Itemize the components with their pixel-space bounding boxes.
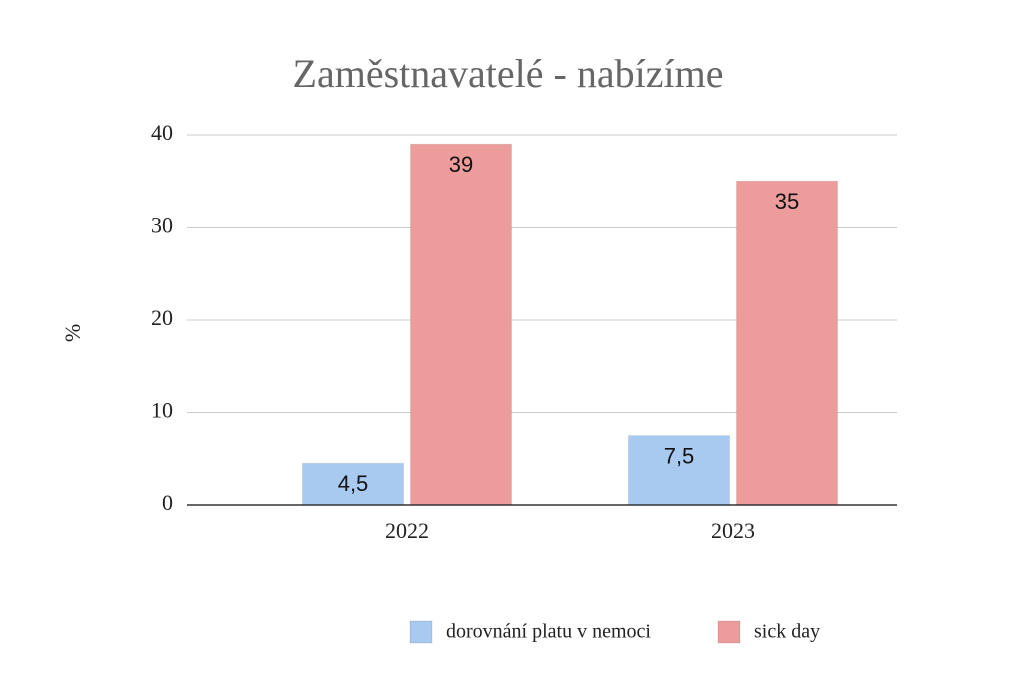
legend-label: sick day xyxy=(754,621,820,643)
data-label: 39 xyxy=(449,152,473,177)
y-tick-label: 0 xyxy=(162,490,173,515)
y-tick-label: 30 xyxy=(151,213,173,238)
x-tick-label: 2022 xyxy=(385,518,429,543)
legend-label: dorovnání platu v nemoci xyxy=(446,621,651,643)
x-tick-label: 2023 xyxy=(711,518,755,543)
legend-swatch xyxy=(717,620,741,644)
data-label: 4,5 xyxy=(338,471,369,496)
chart-title: Zaměstnavatelé - nabízíme xyxy=(293,51,724,96)
y-axis-label: % xyxy=(60,324,85,342)
bar xyxy=(302,462,404,506)
data-label: 7,5 xyxy=(664,443,695,468)
y-tick-label: 10 xyxy=(151,398,173,423)
y-tick-label: 40 xyxy=(151,120,173,145)
legend-swatch xyxy=(409,620,433,644)
bar xyxy=(410,143,512,506)
data-label: 35 xyxy=(775,189,799,214)
y-tick-label: 20 xyxy=(151,305,173,330)
bar xyxy=(736,180,838,506)
